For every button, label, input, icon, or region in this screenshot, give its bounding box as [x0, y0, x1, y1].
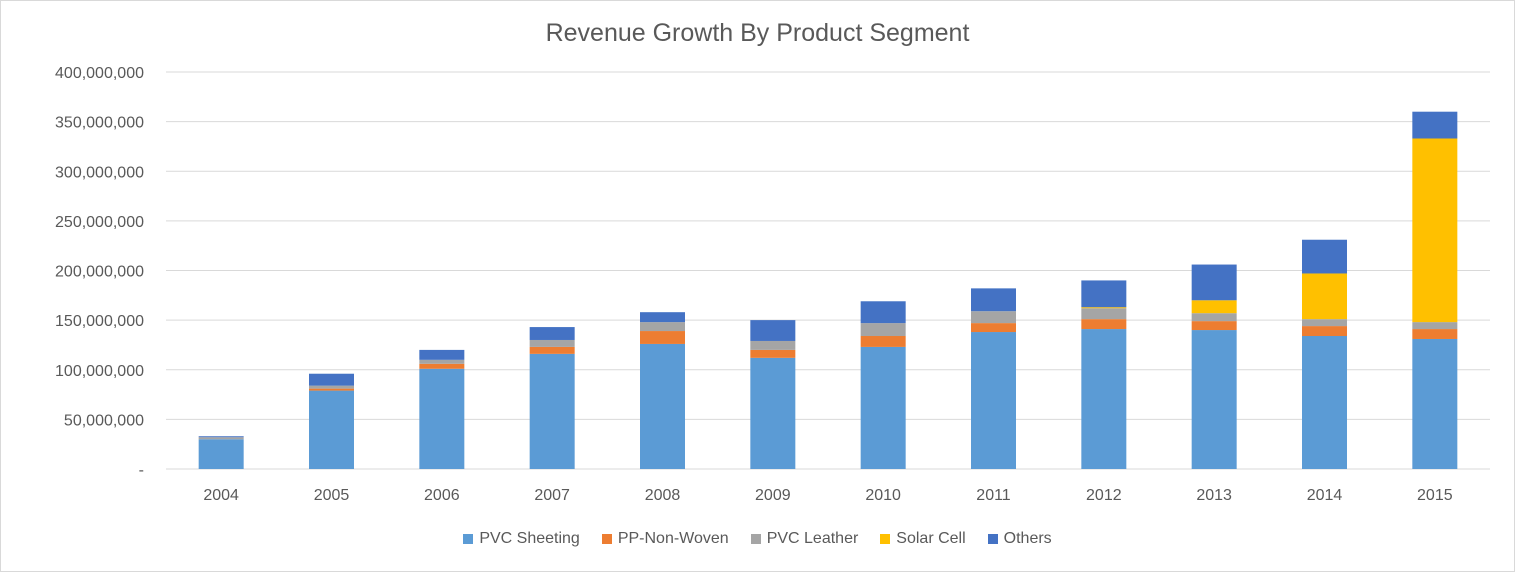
y-tick-label: 100,000,000 — [55, 363, 144, 380]
y-tick-label: 350,000,000 — [55, 115, 144, 132]
bar-segment — [1081, 280, 1127, 308]
bar-segment — [750, 349, 796, 358]
legend-swatch — [880, 534, 891, 544]
bar-segment — [1302, 273, 1347, 320]
x-tick-label: 2007 — [534, 487, 570, 504]
legend-label: PP-Non-Woven — [617, 530, 729, 547]
y-tick-label: 50,000,000 — [64, 412, 144, 429]
bar-segment — [1302, 319, 1347, 327]
bar-segment — [198, 439, 244, 469]
legend-swatch — [750, 534, 761, 544]
bar-segment — [750, 357, 796, 469]
x-tick-label: 2006 — [424, 487, 460, 504]
bar-segment — [1302, 239, 1347, 274]
bar-segment — [1081, 307, 1127, 309]
x-tick-label: 2014 — [1307, 487, 1343, 504]
y-tick-label: 250,000,000 — [55, 214, 144, 231]
bar-segment — [860, 323, 906, 337]
bar-segment — [640, 331, 685, 344]
bar-segment — [1191, 313, 1237, 322]
y-tick-label: 300,000,000 — [55, 164, 144, 181]
bar-segment — [529, 339, 575, 347]
legend-label: PVC Leather — [766, 530, 859, 547]
y-tick-label: 150,000,000 — [55, 313, 144, 330]
x-tick-label: 2013 — [1196, 487, 1232, 504]
bar-segment — [640, 343, 685, 469]
bar-segment — [309, 385, 354, 389]
x-tick-label: 2015 — [1417, 487, 1453, 504]
bar-segment — [1191, 321, 1237, 331]
bar-segment — [1302, 326, 1347, 337]
bar-segment — [860, 336, 906, 347]
y-tick-label: - — [139, 462, 144, 479]
legend-item: Others — [987, 530, 1052, 548]
bar-segment — [1191, 330, 1237, 469]
bar-segment — [419, 359, 465, 364]
bar-segment — [971, 288, 1016, 312]
x-tick-label: 2010 — [865, 487, 901, 504]
bar-segment — [198, 436, 244, 438]
bar-segment — [1081, 308, 1127, 320]
bar-segment — [750, 340, 796, 350]
bar-segment — [1412, 322, 1458, 330]
x-tick-label: 2004 — [203, 487, 239, 504]
bar-segment — [640, 312, 685, 323]
legend-label: Solar Cell — [896, 530, 966, 547]
bar-segment — [971, 323, 1016, 333]
bar-segment — [1081, 329, 1127, 469]
legend-swatch — [463, 534, 474, 544]
x-tick-label: 2005 — [314, 487, 350, 504]
y-tick-label: 400,000,000 — [55, 65, 144, 82]
x-tick-label: 2008 — [645, 487, 681, 504]
bar-segment — [750, 320, 796, 341]
x-tick-label: 2012 — [1086, 487, 1122, 504]
x-tick-label: 2011 — [976, 487, 1011, 504]
legend-swatch — [987, 534, 998, 544]
bar-segment — [1191, 300, 1237, 314]
bar-segment — [1412, 338, 1458, 469]
bar-segment — [1302, 336, 1347, 469]
bar-segment — [860, 346, 906, 469]
legend-item: PP-Non-Woven — [601, 530, 729, 548]
y-tick-label: 200,000,000 — [55, 264, 144, 281]
bar-segment — [419, 368, 465, 469]
bar-segment — [1412, 111, 1458, 139]
legend-label: PVC Sheeting — [479, 530, 580, 547]
bar-segment — [309, 388, 354, 391]
chart-legend: PVC Sheeting PP-Non-Woven PVC Leather Solar… — [1, 530, 1514, 548]
x-tick-label: 2009 — [755, 487, 791, 504]
bar-segment — [1412, 329, 1458, 339]
bar-segment — [309, 390, 354, 469]
bar-segment — [198, 437, 244, 440]
legend-item: Solar Cell — [880, 530, 966, 548]
legend-label: Others — [1003, 530, 1052, 547]
bar-segment — [1191, 264, 1237, 301]
bar-segment — [419, 349, 465, 360]
legend-swatch — [601, 534, 612, 544]
bar-segment — [529, 327, 575, 340]
legend-item: PVC Leather — [750, 530, 859, 548]
bar-segment — [640, 322, 685, 332]
bar-segment — [529, 346, 575, 354]
bar-segment — [309, 373, 354, 386]
bar-segment — [971, 332, 1016, 469]
bar-segment — [529, 353, 575, 469]
bar-segment — [419, 363, 465, 369]
legend-item: PVC Sheeting — [463, 530, 580, 548]
bar-segment — [1412, 138, 1458, 323]
bar-segment — [860, 301, 906, 324]
chart-title: Revenue Growth By Product Segment — [545, 19, 970, 47]
bar-segment — [1081, 319, 1127, 330]
bar-segment — [971, 311, 1016, 324]
